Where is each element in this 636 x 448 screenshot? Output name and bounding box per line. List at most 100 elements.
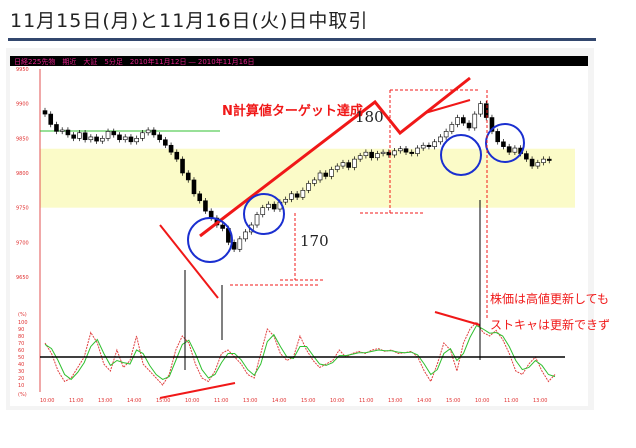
candle [546,158,552,161]
candle [506,146,512,153]
y-tick-label: 9950 [16,67,29,73]
stoch-tick-label: 50 [18,355,24,361]
candle [501,141,506,147]
candle [71,134,76,139]
x-tick-label: 15:00 [446,398,460,404]
candle [512,147,518,153]
y-tick-label: 9650 [16,275,29,281]
stoch-unit-bottom: (%) [18,392,27,398]
candle [323,172,329,177]
stoch-d-line [44,324,556,381]
stoch-up-line [159,382,236,399]
title-underline [8,38,596,41]
candle [294,193,300,198]
x-tick-label: 13:00 [388,398,402,404]
highlight-circle [485,123,525,163]
candle [65,129,71,136]
chart-header-text: 日経225先物 期近 大証 5分足 2010年11月12日 ― 2010年11月… [14,57,255,66]
note-stoch-fail: ストキャは更新できず [490,318,611,332]
down-trend-line [159,224,219,299]
candle [529,158,535,167]
candle [535,162,541,167]
candle [237,238,243,250]
x-tick-label: 15:00 [156,398,170,404]
candle [478,103,483,115]
candle [266,203,271,208]
candle [455,117,460,125]
candle [357,155,363,160]
price-up-line [424,99,471,114]
candle [392,150,397,156]
y-tick-label: 9900 [16,102,29,108]
candle [111,131,117,136]
x-tick-label: 10:00 [40,398,54,404]
x-tick-label: 13:00 [243,398,257,404]
stoch-tick-label: 20 [18,376,24,382]
candle [48,113,54,125]
candle [363,151,369,156]
candle [461,117,466,124]
candle [180,158,185,174]
candle [438,136,443,143]
candle [54,124,59,132]
candle [271,203,277,210]
x-tick-label: 11:00 [359,398,373,404]
target-label: N計算値ターゲット達成 [222,104,363,119]
candle [191,179,197,195]
candle [128,136,134,143]
candle [145,129,151,134]
x-tick-label: 14:00 [272,398,286,404]
stoch-tick-label: 90 [18,327,24,333]
chart-header-bar [10,56,588,66]
candle [472,113,478,129]
candle [334,165,340,170]
x-tick-label: 14:00 [417,398,431,404]
candle [151,129,157,136]
candle [306,183,311,191]
candle [300,190,306,198]
candle [94,136,99,142]
n-wave-line [199,76,471,238]
candle [157,134,162,141]
page-title: 11月15日(月)と11月16日(火)日中取引 [10,10,369,32]
label-180: 180 [355,108,384,126]
candle [283,199,288,203]
candle [122,136,128,141]
candle [203,200,208,212]
candle [77,132,82,139]
candle [397,148,403,152]
candle [254,214,260,226]
candle [163,139,168,146]
x-tick-label: 15:00 [301,398,315,404]
candle [117,134,122,141]
candle [426,144,432,147]
y-tick-label: 9800 [16,171,29,177]
candle [352,158,357,168]
stoch-tick-label: 100 [18,320,28,326]
candle [541,158,546,163]
stoch-down-line [434,311,481,326]
highlight-circle [440,134,482,176]
candle [329,169,334,177]
candle [403,148,409,153]
candle [134,138,139,143]
candle [105,131,111,139]
x-tick-label: 10:00 [475,398,489,404]
cloud-band [40,148,575,208]
candle [380,151,386,154]
x-tick-label: 11:00 [69,398,83,404]
candle [449,124,455,132]
label-170: 170 [300,232,329,250]
candle [312,179,317,184]
candle [289,193,294,200]
stoch-tick-label: 60 [18,348,24,354]
x-tick-label: 13:00 [98,398,112,404]
x-tick-label: 13:00 [533,398,547,404]
stoch-unit-top: (%) [18,312,27,318]
x-tick-label: 11:00 [504,398,518,404]
candle [260,207,266,215]
candle [524,153,529,160]
stoch-tick-label: 80 [18,334,24,340]
stoch-tick-label: 10 [18,383,24,389]
